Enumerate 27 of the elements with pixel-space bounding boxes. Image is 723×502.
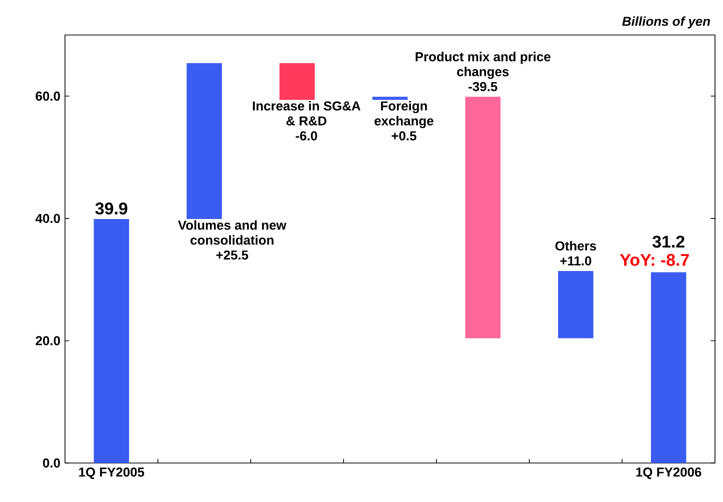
annotation: YoY: -8.7 bbox=[620, 254, 689, 266]
bar bbox=[94, 219, 130, 463]
bar bbox=[465, 96, 501, 338]
data-label: +11.0 bbox=[560, 256, 592, 266]
bar bbox=[650, 272, 686, 463]
annotation: Product mix and price changes bbox=[416, 52, 550, 79]
x-tick-label: 1Q FY2005 bbox=[79, 468, 144, 480]
data-label: +25.5 bbox=[216, 250, 248, 260]
annotation: Others bbox=[555, 240, 596, 251]
y-axis-title: Billions of yen bbox=[622, 16, 710, 28]
x-tick-label: 1Q FY2006 bbox=[636, 468, 702, 480]
y-tick-label: 40.0 bbox=[35, 214, 60, 224]
data-label: 31.2 bbox=[652, 236, 684, 248]
bar bbox=[280, 63, 315, 100]
y-tick-label: 0.0 bbox=[42, 458, 60, 468]
annotation: Volumes and new consolidation bbox=[178, 220, 286, 245]
annotation: Increase in SG&A & R&D bbox=[252, 101, 360, 126]
data-label: -6.0 bbox=[296, 131, 318, 140]
data-label: +0.5 bbox=[392, 131, 416, 140]
bar bbox=[558, 271, 594, 338]
annotation: Foreign exchange bbox=[374, 101, 434, 128]
data-label: -39.5 bbox=[468, 82, 498, 92]
bar bbox=[372, 96, 408, 100]
y-tick-label: 20.0 bbox=[36, 336, 60, 346]
data-label: 39.9 bbox=[95, 202, 128, 215]
y-tick-label: 60.0 bbox=[36, 92, 60, 101]
bar bbox=[186, 63, 222, 220]
